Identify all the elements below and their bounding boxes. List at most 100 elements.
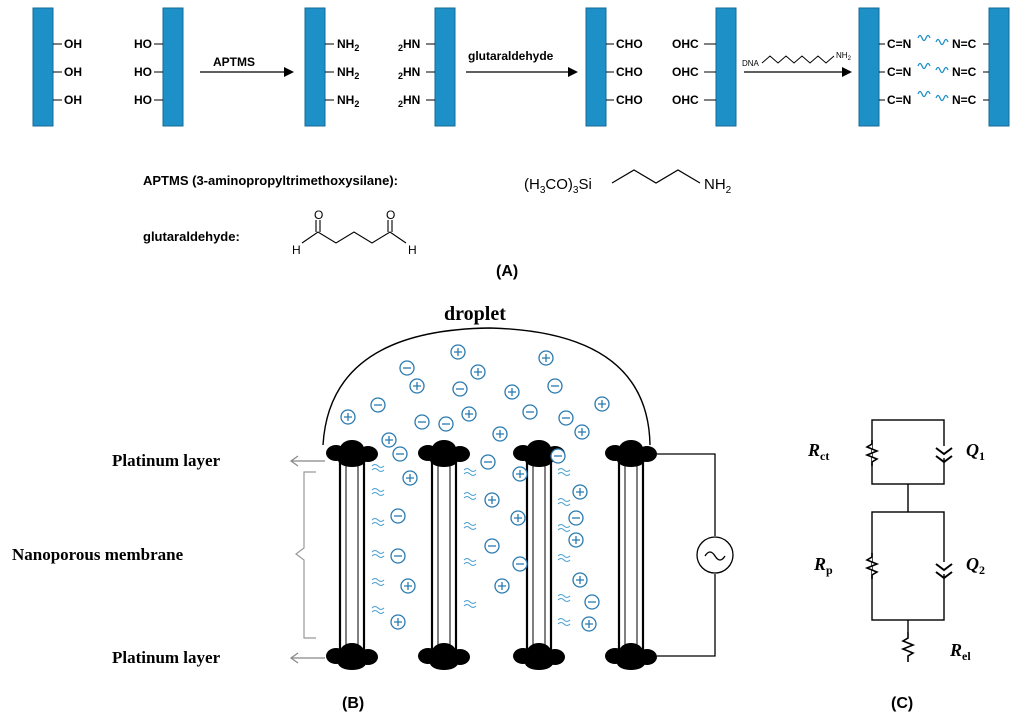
droplet-label: droplet: [444, 303, 506, 325]
electrode-8: [988, 7, 1010, 127]
anion: [480, 454, 496, 470]
cation: [461, 406, 477, 422]
parallel-block-1: [871, 419, 945, 485]
cation: [450, 344, 466, 360]
cation: [470, 364, 486, 380]
electrode-1: [32, 7, 54, 127]
group-ohc-2: OHC: [672, 65, 699, 79]
cation: [340, 409, 356, 425]
panel-a: OH OH OH HO HO HO APTMS NH2 NH2 NH2 2HN …: [32, 7, 1010, 280]
platinum-layer-top-label: Platinum layer: [112, 451, 221, 470]
label-rel: Rel: [949, 640, 971, 663]
anion: [484, 538, 500, 554]
group-cho-1: CHO: [616, 37, 643, 51]
cation: [504, 384, 520, 400]
pillar-2: [430, 460, 458, 654]
caption-a: (A): [496, 263, 518, 280]
label-q1: Q1: [966, 440, 985, 463]
platinum-blobs-top: [326, 440, 657, 467]
platinum-blobs-bottom: [326, 643, 657, 670]
reagent-glutaraldehyde: glutaraldehyde: [468, 49, 554, 63]
group-ho-1: HO: [134, 37, 152, 51]
electrode-5: [585, 7, 607, 127]
cation: [594, 396, 610, 412]
aptms-description: APTMS (3-aminopropyltrimethoxysilane):: [143, 173, 398, 188]
nanoporous-membrane-label: Nanoporous membrane: [12, 545, 184, 564]
arrow-platinum-top: [289, 455, 325, 467]
cation: [390, 614, 406, 630]
group-cn-left-2: C=N: [887, 65, 911, 79]
glut-hydrogen-right: H: [408, 243, 417, 257]
group-nc-right-2: N=C: [952, 65, 977, 79]
aptms-amine: NH2: [704, 176, 732, 196]
caption-b: (B): [342, 695, 364, 712]
group-h2n-2: 2HN: [398, 65, 420, 81]
anion: [512, 556, 528, 572]
glut-oxygen-left: O: [314, 208, 323, 222]
electrode-7: [858, 7, 880, 127]
cation: [510, 510, 526, 526]
group-oh-1: OH: [64, 37, 82, 51]
caption-c: (C): [891, 695, 913, 712]
panel-c-labels: Rct Q1 Rp Q2 Rel: [807, 440, 985, 663]
pillars: [338, 460, 645, 654]
dna-linker-chain: [761, 55, 835, 64]
electrode-4: [434, 7, 456, 127]
cation: [574, 424, 590, 440]
anion: [392, 446, 408, 462]
ions: [340, 344, 610, 632]
electrode-6: [715, 7, 737, 127]
electrode-2: [162, 7, 184, 127]
droplet-outline: [322, 327, 651, 446]
group-oh-3: OH: [64, 93, 82, 107]
arrow-platinum-bottom: [289, 652, 325, 664]
glut-hydrogen-left: H: [292, 243, 301, 257]
anion: [568, 510, 584, 526]
electrode-3: [304, 7, 326, 127]
group-ho-3: HO: [134, 93, 152, 107]
group-nh2-2: NH2: [337, 65, 359, 81]
group-cn-left-1: C=N: [887, 37, 911, 51]
group-cho-3: CHO: [616, 93, 643, 107]
glutaraldehyde-structure: [301, 220, 407, 244]
cation: [572, 572, 588, 588]
cation: [494, 578, 510, 594]
anion: [370, 397, 386, 413]
group-nh2-3: NH2: [337, 93, 359, 109]
cation: [512, 466, 528, 482]
cation: [581, 616, 597, 632]
anion: [522, 404, 538, 420]
pillar-1: [338, 460, 366, 654]
pillar-3: [525, 460, 553, 654]
cation: [400, 578, 416, 594]
group-ohc-1: OHC: [672, 37, 699, 51]
cation: [409, 378, 425, 394]
anion: [558, 410, 574, 426]
label-rp: Rp: [813, 554, 833, 577]
cation: [492, 426, 508, 442]
cation: [381, 432, 397, 448]
cation: [572, 484, 588, 500]
parallel-block-2: [871, 511, 945, 621]
cpe-q1: [935, 446, 953, 464]
group-h2n-1: 2HN: [398, 37, 420, 53]
anion: [390, 548, 406, 564]
group-cho-2: CHO: [616, 65, 643, 79]
platinum-layer-bottom-label: Platinum layer: [112, 648, 221, 667]
anion: [550, 448, 566, 464]
group-cn-left-3: C=N: [887, 93, 911, 107]
anion: [547, 378, 563, 394]
cpe-q2: [935, 562, 953, 580]
group-oh-2: OH: [64, 65, 82, 79]
pillar-4: [617, 460, 645, 654]
dna-squiggles: [917, 34, 949, 102]
resistor-rct: [864, 440, 880, 466]
membrane-bracket: [295, 471, 316, 639]
anion: [584, 594, 600, 610]
reagent-nh2: NH2: [836, 51, 852, 62]
cation: [402, 470, 418, 486]
cation: [538, 350, 554, 366]
group-nc-right-3: N=C: [952, 93, 977, 107]
panel-c: [864, 419, 953, 662]
